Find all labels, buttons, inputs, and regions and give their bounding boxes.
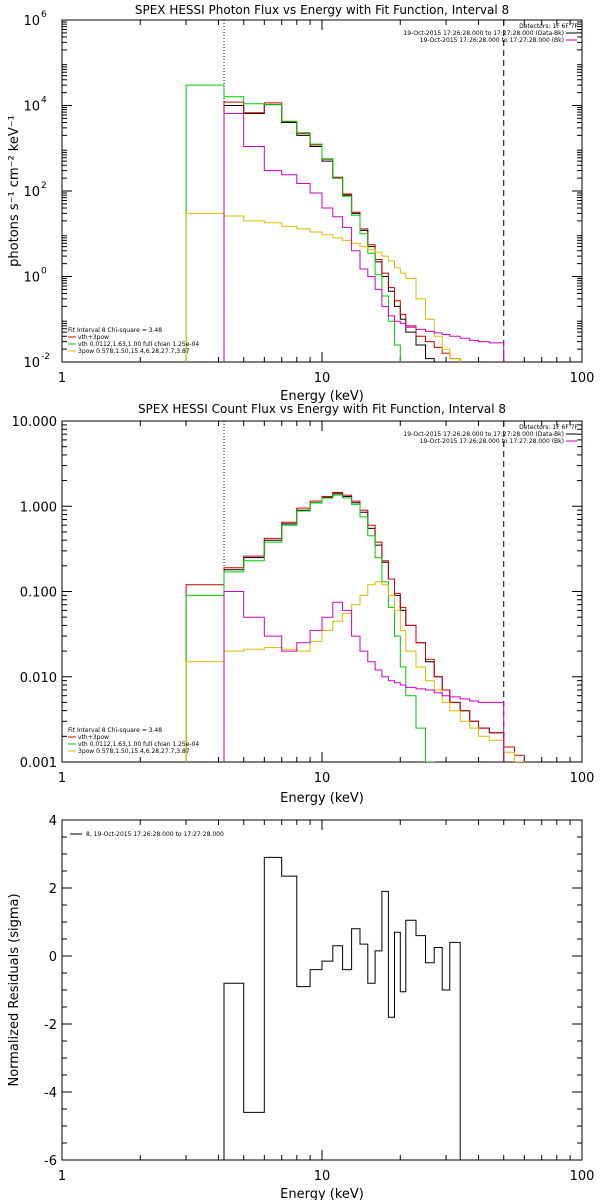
legend-entry: vth 0.0112,1.63,1.00 full chian 1.25e-04 (78, 341, 199, 348)
y-axis-label: photons s⁻¹ cm⁻² keV⁻¹ (7, 115, 22, 267)
y-tick-label: 10 (23, 271, 40, 286)
y-tick-label: 10 (23, 356, 40, 371)
y-tick-label: 0.001 (20, 756, 57, 771)
x-tick-label: 100 (570, 371, 595, 386)
x-axis-label: Energy (keV) (280, 1187, 364, 1200)
legend-entry: 3pow 0.578,1.50,15.4,6.28,27.7,3.87 (78, 748, 190, 755)
series-vth (185, 84, 401, 362)
series-data-bk (223, 493, 505, 762)
series-residuals (223, 856, 461, 1160)
y-tick-exponent: 2 (41, 181, 47, 191)
legend-entry: 8, 19-Oct-2015 17:26:28.000 to 17:27:28.… (86, 831, 224, 838)
y-tick-exponent: -2 (41, 352, 50, 362)
x-tick-label: 1 (58, 771, 66, 786)
y-tick-exponent: 0 (41, 267, 47, 277)
legend-entry: vth 0.0112,1.63,1.00 full chian 1.25e-04 (78, 741, 199, 748)
series-vth-3pow (223, 101, 461, 362)
x-axis-label: Energy (keV) (280, 389, 364, 404)
y-tick-label: 10 (23, 100, 40, 115)
legend-entry: 19-Oct-2015 17:26:28.000 to 17:27:28.000… (420, 37, 564, 44)
x-tick-label: 1 (58, 371, 66, 386)
series-vth (185, 494, 435, 762)
x-tick-label: 1 (58, 1169, 66, 1184)
legend-entry: 3pow 0.578,1.50,15.4,6.28,27.7,3.87 (78, 348, 190, 355)
x-tick-label: 100 (570, 1169, 595, 1184)
y-tick-label: 0 (49, 950, 57, 965)
legend-detectors: Detectors: 1F 6F 7F (519, 424, 578, 431)
legend-fit-header: Fit Interval 8 Chi-square = 3.48 (68, 727, 162, 734)
x-tick-label: 10 (314, 371, 331, 386)
series-bk (223, 113, 505, 362)
x-tick-label: 10 (314, 1169, 331, 1184)
legend-fit-header: Fit Interval 8 Chi-square = 3.48 (68, 327, 162, 334)
legend-entry: 19-Oct-2015 17:26:28.000 to 17:27:28.000… (403, 431, 564, 438)
y-tick-label: 0.010 (20, 671, 57, 686)
legend-bottom-left: Fit Interval 8 Chi-square = 3.48vth+3pow… (68, 327, 199, 355)
chart-title: SPEX HESSI Count Flux vs Energy with Fit… (138, 402, 506, 416)
series-group (185, 84, 505, 362)
legend-entry: 19-Oct-2015 17:26:28.000 to 17:27:28.000… (403, 30, 564, 37)
x-tick-label: 100 (570, 771, 595, 786)
x-axis-label: Energy (keV) (280, 791, 364, 806)
y-tick-label: -6 (44, 1154, 57, 1169)
y-tick-label: 1.000 (20, 500, 57, 515)
legend-entry: 19-Oct-2015 17:26:28.000 to 17:27:28.000… (420, 438, 564, 445)
y-tick-label: 10.000 (12, 415, 58, 430)
y-tick-label: -4 (44, 1086, 57, 1101)
plot-frame (61, 819, 583, 1161)
series-vth-3pow (185, 492, 525, 762)
x-tick-label: 10 (314, 771, 331, 786)
y-tick-label: 2 (49, 882, 57, 897)
y-tick-label: 10 (23, 14, 40, 29)
series-3pow (185, 581, 525, 762)
y-axis-label: Normalized Residuals (sigma) (7, 893, 22, 1086)
y-tick-exponent: 4 (41, 96, 47, 106)
series-data-bk (223, 104, 435, 362)
series-group (185, 492, 525, 762)
y-tick-label: 0.100 (20, 586, 57, 601)
legend-entry: vth+3pow (78, 334, 109, 341)
series-bk (223, 591, 505, 762)
y-tick-exponent: 6 (41, 10, 47, 20)
legend-detectors: Detectors: 1F 6F 7F (519, 23, 578, 30)
series-3pow (185, 212, 461, 362)
legend-bottom-left: Fit Interval 8 Chi-square = 3.48vth+3pow… (68, 727, 199, 755)
residuals-panel: Energy (keV) Normalized Residuals (sigma)… (7, 814, 594, 1200)
chart-title: SPEX HESSI Photon Flux vs Energy with Fi… (135, 3, 509, 17)
y-tick-label: 4 (49, 814, 57, 829)
legend-entry: vth+3pow (78, 734, 109, 741)
photon-flux-panel: SPEX HESSI Photon Flux vs Energy with Fi… (7, 3, 595, 404)
count-flux-panel: SPEX HESSI Count Flux vs Energy with Fit… (12, 402, 595, 806)
series-group (223, 856, 461, 1160)
y-tick-label: -2 (44, 1018, 57, 1033)
y-tick-label: 10 (23, 185, 40, 200)
legend-top-left: 8, 19-Oct-2015 17:26:28.000 to 17:27:28.… (70, 831, 224, 838)
